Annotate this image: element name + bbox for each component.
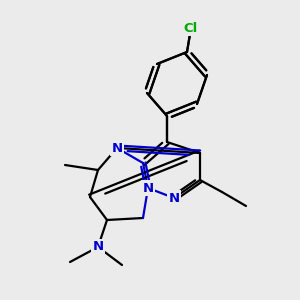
Text: Cl: Cl	[184, 22, 198, 34]
Text: N: N	[142, 182, 154, 194]
Text: N: N	[111, 142, 123, 154]
Text: N: N	[168, 191, 180, 205]
Text: N: N	[92, 241, 104, 254]
